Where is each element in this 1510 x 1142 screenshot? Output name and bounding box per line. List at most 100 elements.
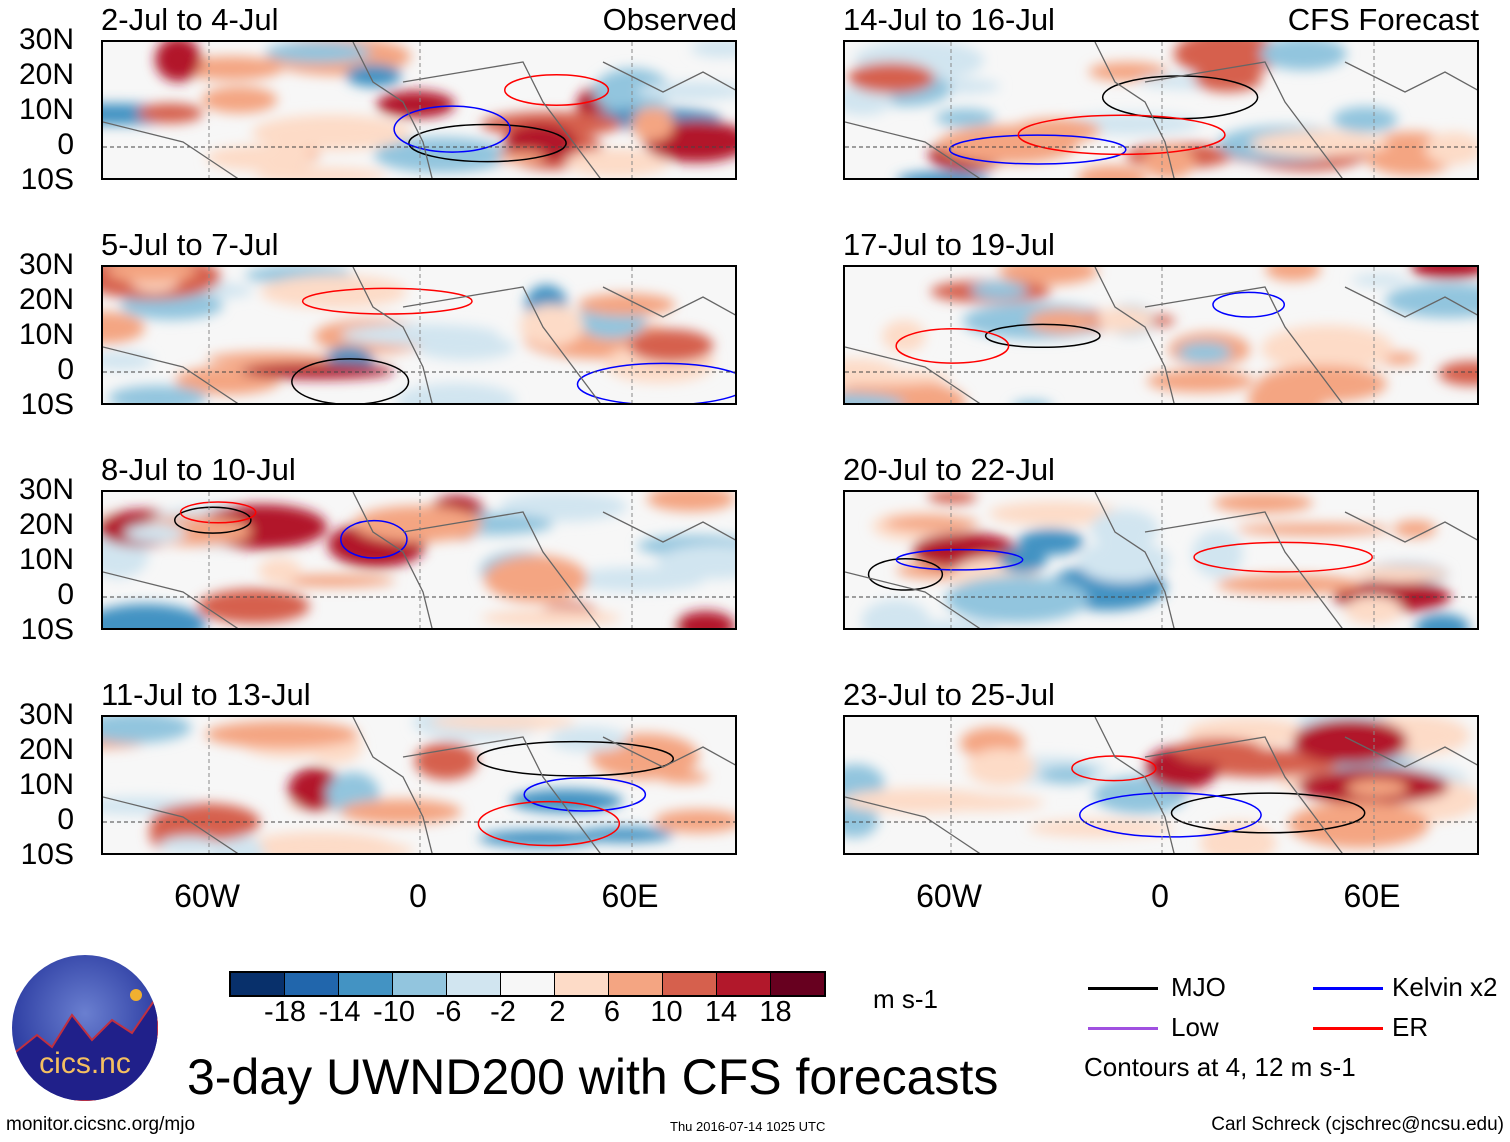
- wind-anomaly: [1351, 565, 1448, 583]
- wind-anomaly: [1076, 165, 1148, 178]
- wind-anomaly: [690, 42, 735, 58]
- wind-anomaly: [499, 492, 628, 522]
- contour-line: [867, 558, 944, 591]
- colorbar-swatch: [447, 973, 501, 995]
- wind-anomaly: [884, 515, 979, 531]
- wind-anomaly: [1096, 307, 1155, 333]
- colorbar-label: -14: [318, 996, 361, 1028]
- er-line: [1313, 1027, 1383, 1030]
- lat-label: 0: [57, 128, 74, 161]
- wind-anomaly: [1259, 42, 1347, 71]
- colorbar-label: -18: [264, 996, 306, 1028]
- logo-text: cics.nc: [39, 1047, 131, 1080]
- contour-line: [1170, 792, 1366, 834]
- coastline: [845, 492, 1477, 628]
- wind-anomaly: [481, 609, 621, 628]
- wind-anomaly: [103, 604, 207, 628]
- contour-line: [408, 123, 567, 163]
- map-panel: [843, 490, 1479, 630]
- wind-anomaly: [258, 558, 302, 584]
- wind-anomaly: [861, 599, 930, 628]
- lon-label: 60W: [174, 878, 240, 914]
- wind-anomaly: [1005, 593, 1062, 612]
- wind-anomaly: [676, 610, 735, 628]
- lat-label: 0: [57, 353, 74, 386]
- wind-anomaly: [935, 108, 995, 127]
- wind-anomaly: [1351, 273, 1408, 287]
- wind-anomaly: [897, 171, 990, 178]
- wind-anomaly: [568, 567, 705, 592]
- wind-anomaly: [1257, 365, 1387, 403]
- panel-title: 2-Jul to 4-Jul: [101, 2, 279, 37]
- colorbar-units: m s-1: [873, 984, 938, 1014]
- panel-title: 8-Jul to 10-Jul: [101, 452, 296, 487]
- wind-anomaly: [1015, 400, 1050, 403]
- lat-label: 10S: [20, 163, 74, 196]
- wind-anomaly: [1192, 529, 1243, 578]
- map-panel: [101, 40, 737, 180]
- colorbar-swatch: [501, 973, 555, 995]
- legend-er: ER: [1392, 1012, 1429, 1042]
- legend-low: Low: [1171, 1012, 1219, 1042]
- figure-title: 3-day UWND200 with CFS forecasts: [187, 1049, 999, 1105]
- lat-label: 10S: [20, 613, 74, 646]
- colorbar-swatch: [285, 973, 339, 995]
- wind-anomaly: [1393, 520, 1437, 538]
- wind-anomaly: [966, 748, 1036, 787]
- wind-anomaly: [847, 62, 935, 94]
- colorbar-swatch: [663, 973, 717, 995]
- contour-line: [1212, 291, 1286, 318]
- wind-anomaly: [396, 383, 517, 403]
- wind-anomaly: [646, 492, 735, 512]
- wind-anomaly: [136, 103, 204, 124]
- map-panel: [101, 265, 737, 405]
- wind-anomaly: [265, 42, 372, 64]
- colorbar-label: -6: [435, 996, 462, 1028]
- wind-anomaly: [376, 90, 455, 118]
- colorbar-label: 18: [759, 996, 792, 1028]
- contour-line: [895, 548, 1024, 571]
- wind-anomaly: [845, 801, 879, 838]
- lon-label: 60E: [1343, 878, 1401, 914]
- wind-anomaly: [353, 505, 483, 543]
- map-panel: [843, 715, 1479, 855]
- wind-anomaly: [345, 64, 402, 87]
- wind-anomaly: [1438, 361, 1477, 386]
- wind-anomaly: [374, 137, 510, 173]
- wind-anomaly: [882, 320, 926, 353]
- lat-label: 30N: [18, 698, 74, 731]
- map-panel: [843, 40, 1479, 180]
- wind-anomaly: [1410, 267, 1477, 279]
- contour-note: Contours at 4, 12 m s-1: [1084, 1052, 1356, 1082]
- wind-anomaly: [1385, 283, 1477, 319]
- logo: cics.nc: [12, 955, 158, 1101]
- contour-line: [476, 740, 675, 777]
- lat-label: 20N: [18, 283, 74, 316]
- wind-anomaly: [1173, 738, 1264, 763]
- kelvin-line: [1313, 987, 1383, 990]
- wind-anomaly: [565, 148, 670, 177]
- wind-anomaly: [1293, 718, 1408, 765]
- wind-anomaly: [251, 114, 411, 151]
- colorbar: [229, 971, 826, 997]
- lat-label: 10N: [18, 318, 74, 351]
- panel-label: Observed: [602, 2, 737, 37]
- wind-anomaly: [484, 555, 588, 603]
- lon-label: 60E: [601, 878, 659, 914]
- wind-anomaly: [158, 836, 220, 853]
- wind-anomaly: [998, 267, 1099, 286]
- colorbar-label: -2: [490, 996, 516, 1028]
- wind-anomaly: [103, 717, 192, 743]
- panel-title: 11-Jul to 13-Jul: [101, 677, 311, 712]
- colorbar-label: 6: [603, 996, 621, 1028]
- colorbar-label: -10: [373, 996, 415, 1028]
- contour-line: [503, 74, 610, 106]
- lon-label: 0: [409, 878, 427, 914]
- wind-anomaly: [414, 742, 478, 780]
- wind-anomaly: [1077, 540, 1171, 583]
- wind-anomaly: [631, 107, 674, 142]
- wind-anomaly: [577, 293, 676, 317]
- footer-author: Carl Schreck (cjschrec@ncsu.edu): [1211, 1114, 1504, 1135]
- wind-anomaly: [654, 809, 735, 834]
